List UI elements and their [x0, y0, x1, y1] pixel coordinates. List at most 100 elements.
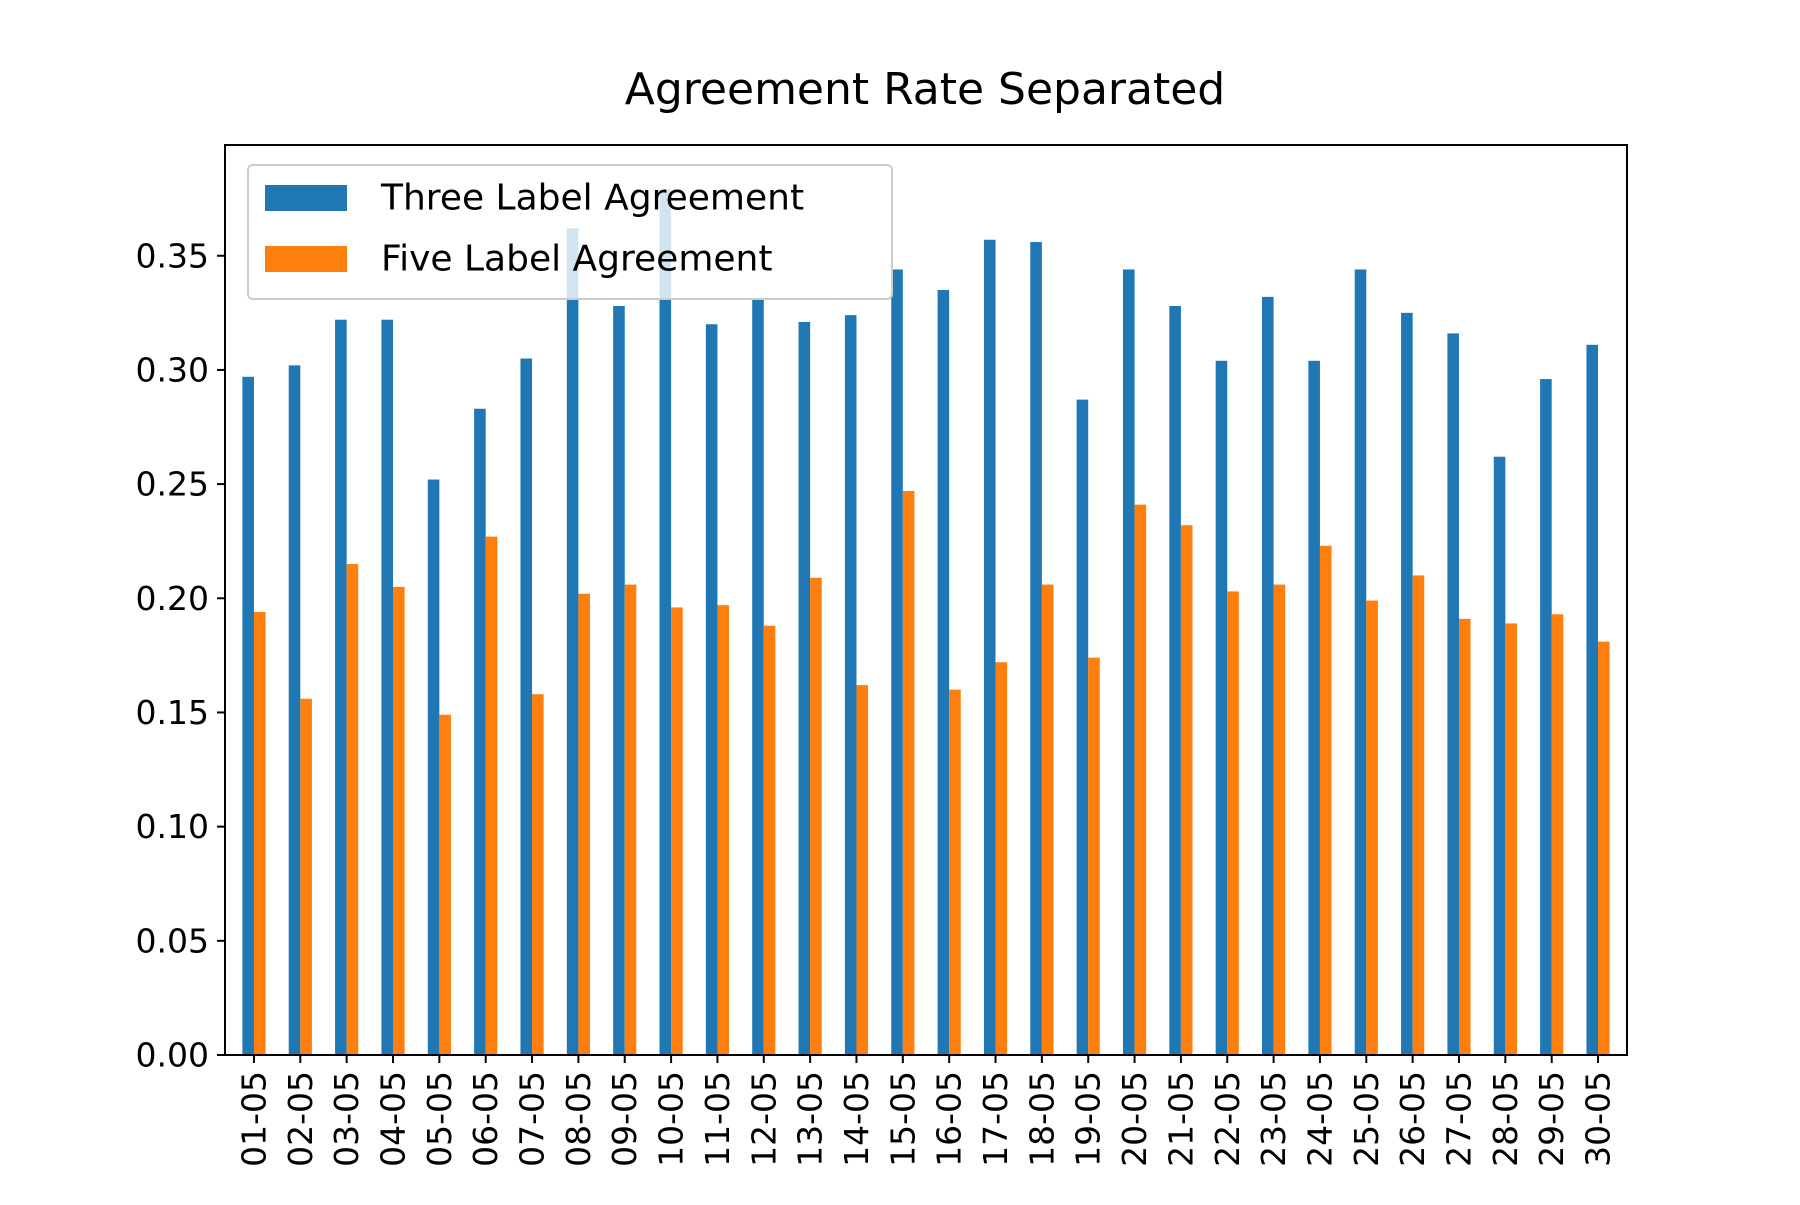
legend-swatch-five-label: [265, 246, 347, 272]
x-tick-label: 17-05: [976, 1071, 1015, 1167]
y-tick-label: 0.05: [136, 921, 209, 960]
bar-three-label: [659, 189, 672, 1055]
x-tick-label: 08-05: [559, 1071, 598, 1167]
x-tick-label: 11-05: [698, 1071, 737, 1167]
x-tick-label: 26-05: [1393, 1071, 1432, 1167]
bar-three-label: [937, 290, 950, 1055]
x-tick-label: 13-05: [791, 1071, 830, 1167]
x-tick-label: 22-05: [1208, 1071, 1247, 1167]
bar-three-label: [335, 319, 347, 1055]
x-tick-label: 03-05: [327, 1071, 366, 1167]
bar-three-label: [1354, 269, 1367, 1055]
bar-three-label: [1493, 456, 1506, 1055]
bar-five-label: [1505, 623, 1517, 1055]
bar-three-label: [427, 479, 440, 1056]
bar-five-label: [856, 685, 869, 1055]
bar-three-label: [1169, 305, 1181, 1055]
bar-three-label: [381, 319, 394, 1055]
x-tick-label: 29-05: [1532, 1071, 1571, 1167]
x-axis: 01-05 02-05 03-05 04-05 05-05 06-05 07-05 08-05…: [234, 1055, 1618, 1167]
x-tick-label: 14-05: [837, 1071, 876, 1167]
y-tick-label: 0.15: [136, 693, 209, 732]
x-tick-label: 21-05: [1161, 1071, 1200, 1167]
bar-three-label: [288, 365, 301, 1055]
bar-three-label: [844, 315, 857, 1055]
y-tick-label: 0.00: [136, 1036, 209, 1075]
bar-three-label: [798, 321, 811, 1055]
bar-three-label: [474, 408, 486, 1055]
bar-five-label: [1273, 584, 1286, 1055]
bar-five-label: [1227, 591, 1239, 1055]
x-tick-label: 19-05: [1069, 1071, 1108, 1167]
x-tick-label: 16-05: [930, 1071, 969, 1167]
chart-title: Agreement Rate Separated: [625, 64, 1225, 115]
bar-three-label: [1030, 242, 1042, 1055]
bar-five-label: [532, 694, 544, 1055]
x-tick-label: 06-05: [466, 1071, 505, 1167]
y-tick-label: 0.10: [136, 807, 209, 846]
y-tick-label: 0.30: [136, 350, 209, 389]
bar-five-label: [439, 714, 451, 1055]
y-tick-label: 0.25: [136, 465, 209, 504]
bar-three-label: [891, 269, 903, 1055]
y-tick-label: 0.20: [136, 579, 209, 618]
bar-five-label: [346, 564, 359, 1055]
x-tick-label: 24-05: [1300, 1071, 1339, 1167]
x-tick-label: 04-05: [374, 1071, 413, 1167]
bar-five-label: [1134, 504, 1147, 1055]
bar-three-label: [1122, 269, 1135, 1055]
bar-three-label: [752, 299, 764, 1056]
bar-three-label: [983, 239, 996, 1055]
bar-three-label: [1076, 399, 1089, 1055]
x-tick-label: 09-05: [605, 1071, 644, 1167]
x-tick-label: 30-05: [1579, 1071, 1618, 1167]
bar-five-label: [763, 625, 776, 1055]
bar-three-label: [705, 324, 718, 1055]
bar-five-label: [1041, 584, 1054, 1055]
bar-five-label: [1412, 575, 1425, 1055]
bar-three-label: [1586, 344, 1599, 1056]
x-tick-label: 20-05: [1115, 1071, 1154, 1167]
legend-box: [247, 164, 893, 300]
bar-five-label: [671, 607, 683, 1055]
bar-three-label: [1447, 333, 1459, 1055]
x-tick-label: 25-05: [1347, 1071, 1386, 1167]
bar-five-label: [1458, 618, 1471, 1055]
bar-five-label: [300, 698, 312, 1055]
bar-five-label: [1366, 600, 1378, 1055]
x-tick-label: 28-05: [1486, 1071, 1525, 1167]
bar-five-label: [1088, 657, 1100, 1055]
legend-label-five-label: Five Label Agreement: [381, 239, 772, 280]
x-tick-label: 02-05: [281, 1071, 320, 1167]
y-tick-label: 0.35: [136, 236, 209, 275]
x-tick-label: 23-05: [1254, 1071, 1293, 1167]
bar-five-label: [485, 536, 498, 1055]
y-axis: 0.00 0.05 0.10 0.15 0.20 0.25 0.30 0.35: [136, 236, 225, 1075]
bar-three-label: [566, 228, 579, 1055]
x-tick-label: 10-05: [652, 1071, 691, 1167]
bar-five-label: [995, 662, 1008, 1055]
bar-five-label: [949, 689, 961, 1055]
bar-five-label: [624, 584, 637, 1055]
x-tick-label: 27-05: [1439, 1071, 1478, 1167]
bar-five-label: [578, 593, 590, 1055]
bar-five-label: [810, 577, 822, 1055]
bar-three-label: [1215, 360, 1228, 1055]
x-tick-label: 18-05: [1022, 1071, 1061, 1167]
bar-three-label: [520, 358, 533, 1055]
bar-three-label: [1262, 296, 1274, 1056]
bar-five-label: [1180, 525, 1193, 1055]
bar-three-label: [1308, 360, 1320, 1055]
bars-layer: [242, 189, 1610, 1056]
x-tick-label: 05-05: [420, 1071, 459, 1167]
bar-three-label: [613, 305, 625, 1055]
bar-three-label: [1540, 379, 1552, 1055]
bar-five-label: [393, 586, 405, 1055]
bar-five-label: [1551, 614, 1564, 1055]
x-tick-label: 15-05: [883, 1071, 922, 1167]
bar-three-label: [242, 376, 254, 1055]
legend-label-three-label: Three Label Agreement: [380, 178, 804, 219]
bar-five-label: [253, 611, 266, 1055]
